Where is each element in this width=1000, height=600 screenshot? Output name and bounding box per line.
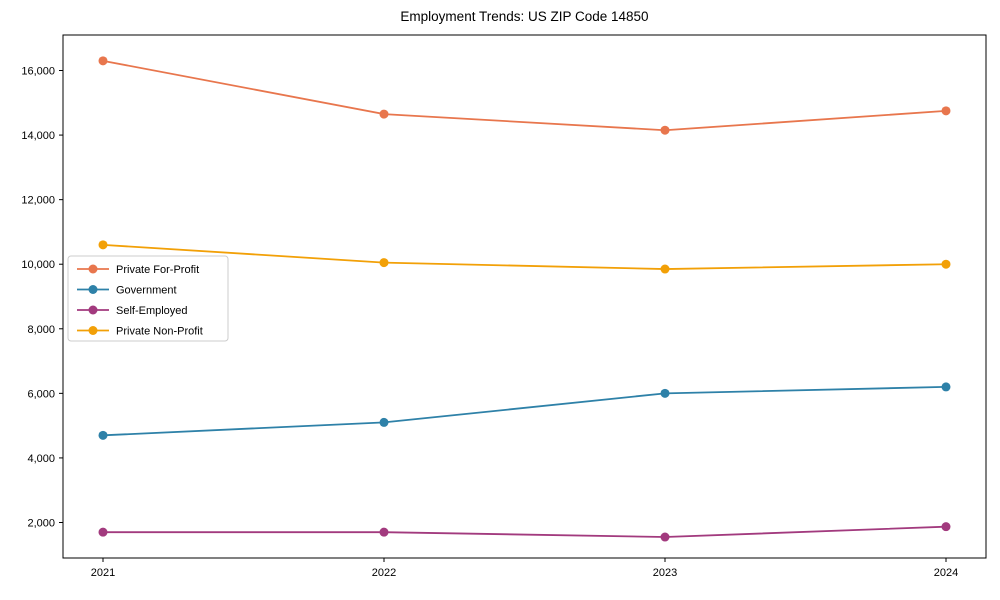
legend-box	[67, 255, 229, 342]
data-point-private-for-profit	[660, 125, 670, 135]
data-point-private-for-profit	[98, 56, 108, 66]
x-tick-label: 2022	[372, 567, 396, 579]
series-line-private-non-profit	[102, 243, 947, 270]
data-point-government	[660, 388, 670, 398]
data-point-government	[379, 417, 389, 427]
data-point-private-for-profit	[941, 106, 951, 116]
series-line-self-employed	[103, 525, 947, 538]
legend-marker-private-for-profit	[88, 264, 98, 274]
x-tick-label: 2021	[91, 567, 115, 579]
y-tick-label: 10,000	[21, 259, 55, 271]
data-point-self-employed	[660, 532, 670, 542]
data-point-private-non-profit	[98, 240, 108, 250]
y-tick-label: 12,000	[21, 195, 55, 207]
legend-label-government: Government	[116, 285, 177, 297]
y-tick-label: 16,000	[21, 66, 55, 78]
y-tick-label: 6,000	[27, 388, 55, 400]
data-point-private-for-profit	[379, 109, 389, 119]
data-point-self-employed	[379, 527, 389, 537]
legend-label-private-non-profit: Private Non-Profit	[116, 326, 203, 338]
legend-marker-government	[88, 285, 98, 294]
data-point-self-employed	[941, 522, 951, 532]
legend-label-private-for-profit: Private For-Profit	[116, 264, 199, 276]
series-line-private-for-profit	[102, 59, 947, 132]
data-point-self-employed	[98, 527, 108, 537]
y-tick-label: 4,000	[27, 453, 55, 465]
series-line-government	[102, 385, 947, 437]
legend-marker-self-employed	[88, 305, 98, 315]
data-point-private-non-profit	[660, 264, 670, 274]
chart-title: Employment Trends: US ZIP Code 14850	[400, 9, 649, 24]
data-point-government	[98, 430, 108, 440]
data-point-government	[941, 382, 951, 392]
y-tick-label: 2,000	[27, 517, 55, 529]
plot-border	[62, 34, 987, 559]
data-point-private-non-profit	[379, 258, 389, 268]
legend-marker-private-non-profit	[88, 326, 98, 335]
x-tick-label: 2024	[934, 567, 958, 579]
legend-label-self-employed: Self-Employed	[116, 305, 188, 317]
y-tick-label: 8,000	[27, 324, 55, 336]
x-tick-label: 2023	[653, 567, 677, 579]
data-point-private-non-profit	[941, 259, 951, 269]
y-tick-label: 14,000	[21, 130, 55, 142]
